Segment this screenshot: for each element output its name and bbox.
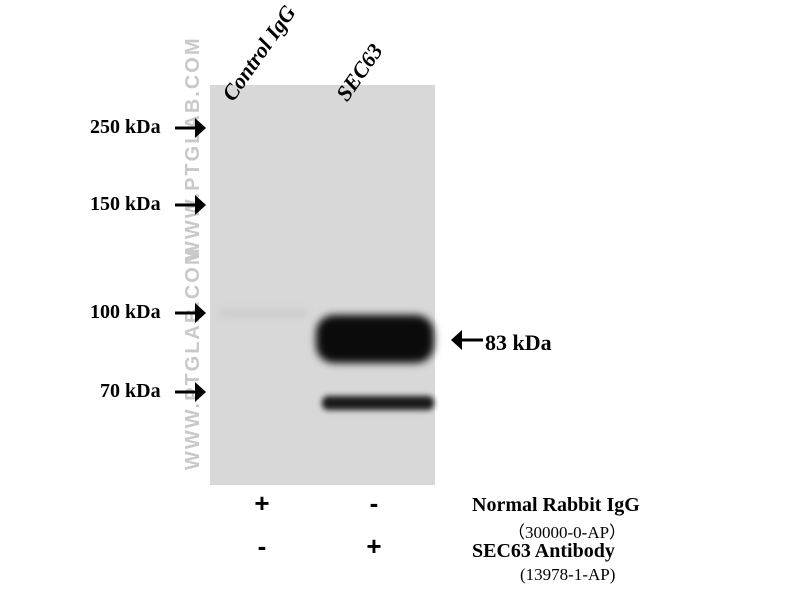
plus-minus-cell: + [362, 531, 386, 562]
reagent-label-main: SEC63 Antibody [472, 540, 615, 563]
blot-membrane [210, 85, 435, 485]
mw-marker-label: 250 kDa [90, 116, 161, 139]
mw-marker-label: 70 kDa [100, 380, 161, 403]
plus-minus-cell: + [250, 488, 274, 519]
arrow-left-icon [451, 330, 483, 355]
western-blot-figure: WWW.PTGLAB.COM WWW.PTGLAB.COM Control Ig… [0, 0, 800, 600]
reagent-label-main: Normal Rabbit IgG [472, 494, 640, 517]
arrow-right-icon [175, 382, 207, 407]
arrow-right-icon [175, 195, 207, 220]
target-band-label: 83 kDa [485, 330, 552, 356]
arrow-right-icon [175, 118, 207, 143]
watermark-text: WWW.PTGLAB.COM [182, 36, 205, 260]
mw-marker-label: 100 kDa [90, 301, 161, 324]
mw-marker-label: 150 kDa [90, 193, 161, 216]
watermark-text-lower: WWW.PTGLAB.COM [182, 246, 205, 470]
plus-minus-cell: - [250, 531, 274, 562]
plus-minus-cell: - [362, 488, 386, 519]
blot-band [316, 315, 434, 363]
reagent-label-sub: (13978-1-AP) [520, 565, 615, 585]
blot-band [322, 396, 434, 410]
blot-band [218, 310, 308, 316]
arrow-right-icon [175, 303, 207, 328]
